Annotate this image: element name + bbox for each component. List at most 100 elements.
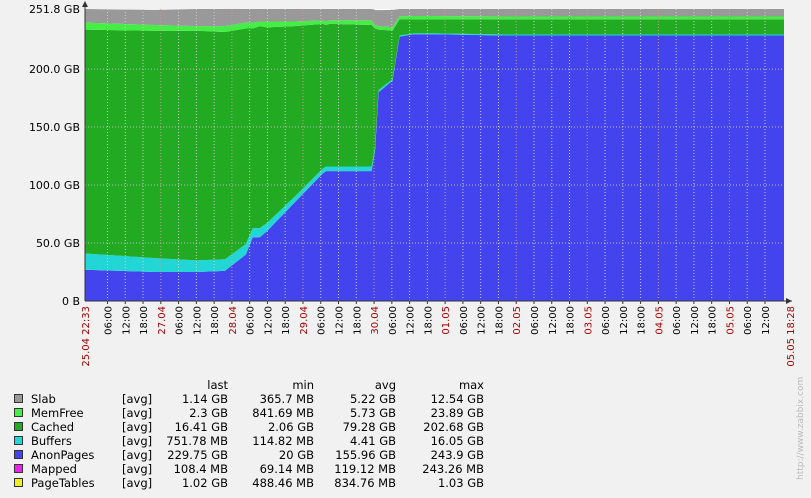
x-time-label: 18:00 [210, 306, 221, 335]
x-time-label: 18:00 [637, 306, 648, 335]
legend-last: 751.78 MB [166, 434, 228, 448]
x-time-label: 06:00 [459, 306, 470, 335]
legend-max: 243.26 MB [422, 462, 484, 476]
legend-avg: 79.28 GB [342, 420, 396, 434]
legend-series-name: Slab [31, 392, 56, 406]
x-time-label: 06:00 [175, 306, 186, 335]
legend-min: 2.06 GB [267, 420, 314, 434]
legend-max: 16.05 GB [430, 434, 484, 448]
x-time-label: 18:00 [566, 306, 577, 335]
legend-avg: 834.76 MB [334, 476, 396, 490]
legend-avg: 5.73 GB [349, 406, 396, 420]
legend-aggregate: [avg] [122, 434, 153, 448]
x-time-label: 18:00 [423, 306, 434, 335]
x-date-label: 28.04 [228, 306, 239, 335]
x-time-label: 12:00 [761, 306, 772, 335]
legend-series-name: Buffers [31, 434, 72, 448]
area-anonpages [85, 34, 784, 301]
legend-series-name: MemFree [31, 406, 84, 420]
y-tick-label: 150.0 GB [29, 121, 80, 134]
legend-swatch [14, 436, 23, 445]
memory-chart: 0 B 50.0 GB 100.0 GB 150.0 GB 200.0 GB 251.8 … [29, 1, 797, 367]
x-date-label: 30.04 [370, 306, 381, 335]
y-tick-label: 251.8 GB [29, 3, 80, 16]
legend-header-last: last [207, 378, 228, 392]
x-time-label: 06:00 [246, 306, 257, 335]
x-time-label: 06:00 [672, 306, 683, 335]
legend-header-min: min [292, 378, 314, 392]
legend-swatch [14, 422, 23, 431]
legend-aggregate: [avg] [122, 476, 153, 490]
x-time-label: 12:00 [121, 306, 132, 335]
legend-min: 488.46 MB [252, 476, 314, 490]
x-start-label: 25.04 22:33 [81, 306, 92, 367]
x-date-label: 03.05 [583, 306, 594, 335]
x-axis-arrow [786, 298, 792, 304]
x-time-label: 06:00 [601, 306, 612, 335]
x-time-label: 18:00 [708, 306, 719, 335]
area-slab [85, 9, 784, 28]
x-time-label: 06:00 [317, 306, 328, 335]
legend-series-name: AnonPages [31, 448, 95, 462]
x-time-label: 12:00 [690, 306, 701, 335]
y-axis: 0 B 50.0 GB 100.0 GB 150.0 GB 200.0 GB 251.8 … [29, 1, 88, 308]
legend-swatch [14, 394, 23, 403]
y-tick-label: 0 B [62, 295, 80, 308]
x-axis: 06:00 12:00 18:00 27.04 06:00 12:00 18:00 28.04… [81, 298, 797, 367]
chart-areas [85, 9, 784, 301]
legend-swatch [14, 450, 23, 459]
x-date-label: 27.04 [157, 306, 168, 335]
legend-series-name: Cached [31, 420, 75, 434]
x-date-label: 02.05 [512, 306, 523, 335]
legend-aggregate: [avg] [122, 406, 153, 420]
legend-min: 365.7 MB [259, 392, 314, 406]
x-time-label: 18:00 [139, 306, 150, 335]
legend-max: 1.03 GB [437, 476, 484, 490]
legend-swatch [14, 408, 23, 417]
x-time-label: 12:00 [548, 306, 559, 335]
x-time-label: 18:00 [352, 306, 363, 335]
legend-avg: 155.96 GB [335, 448, 396, 462]
legend-aggregate: [avg] [122, 420, 153, 434]
legend-min: 20 GB [278, 448, 314, 462]
y-tick-label: 50.0 GB [36, 237, 80, 250]
legend-last: 2.3 GB [189, 406, 228, 420]
legend-header-max: max [458, 378, 484, 392]
watermark: http://www.zabbix.com [796, 376, 806, 480]
x-time-label: 12:00 [477, 306, 488, 335]
legend-min: 69.14 MB [259, 462, 314, 476]
x-date-label: 05.05 [725, 306, 736, 335]
legend-last: 16.41 GB [174, 420, 228, 434]
x-date-label: 04.05 [654, 306, 665, 335]
legend-last: 229.75 GB [167, 448, 228, 462]
legend-min: 841.69 MB [252, 406, 314, 420]
legend-aggregate: [avg] [122, 462, 153, 476]
x-time-label: 06:00 [530, 306, 541, 335]
legend-last: 1.02 GB [181, 476, 228, 490]
legend-max: 23.89 GB [430, 406, 484, 420]
x-time-label: 06:00 [104, 306, 115, 335]
y-axis-arrow [82, 1, 88, 7]
x-time-label: 18:00 [281, 306, 292, 335]
x-date-label: 01.05 [441, 306, 452, 335]
legend-avg: 119.12 MB [334, 462, 396, 476]
legend-avg: 4.41 GB [349, 434, 396, 448]
x-time-label: 12:00 [619, 306, 630, 335]
area-cached [85, 19, 784, 261]
legend-last: 1.14 GB [181, 392, 228, 406]
y-tick-label: 100.0 GB [29, 179, 80, 192]
x-time-label: 12:00 [263, 306, 274, 335]
legend-series-name: Mapped [31, 462, 77, 476]
x-time-label: 06:00 [388, 306, 399, 335]
legend-series-name: PageTables [31, 476, 95, 490]
x-time-label: 18:00 [494, 306, 505, 335]
y-tick-label: 200.0 GB [29, 63, 80, 76]
legend-avg: 5.22 GB [349, 392, 396, 406]
x-end-label: 05.05 18:28 [786, 306, 797, 367]
x-time-label: 06:00 [743, 306, 754, 335]
legend-max: 202.68 GB [423, 420, 484, 434]
x-time-label: 12:00 [192, 306, 203, 335]
area-memfree [85, 15, 784, 32]
legend-header-avg: avg [374, 378, 396, 392]
legend-max: 243.9 GB [430, 448, 484, 462]
